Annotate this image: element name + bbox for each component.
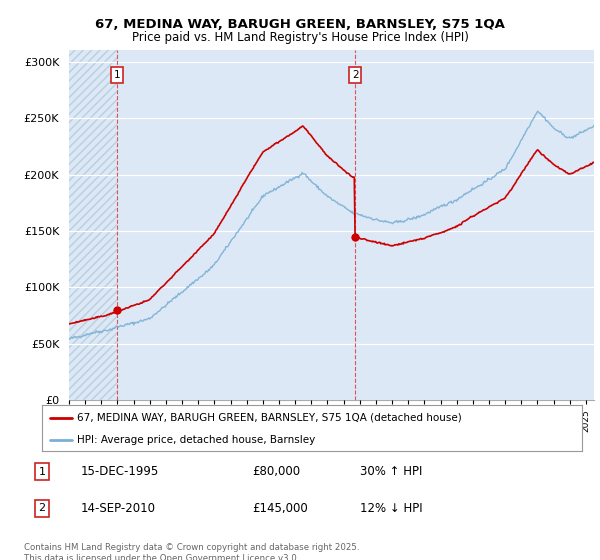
Text: 2: 2 [38,503,46,514]
Text: 2: 2 [352,70,358,80]
Text: 67, MEDINA WAY, BARUGH GREEN, BARNSLEY, S75 1QA (detached house): 67, MEDINA WAY, BARUGH GREEN, BARNSLEY, … [77,413,462,423]
Text: 14-SEP-2010: 14-SEP-2010 [81,502,156,515]
Text: 30% ↑ HPI: 30% ↑ HPI [360,465,422,478]
Text: 15-DEC-1995: 15-DEC-1995 [81,465,159,478]
Text: 1: 1 [113,70,120,80]
Text: £145,000: £145,000 [252,502,308,515]
Text: Price paid vs. HM Land Registry's House Price Index (HPI): Price paid vs. HM Land Registry's House … [131,31,469,44]
Text: £80,000: £80,000 [252,465,300,478]
Bar [69,50,117,400]
Text: HPI: Average price, detached house, Barnsley: HPI: Average price, detached house, Barn… [77,435,316,445]
Text: Contains HM Land Registry data © Crown copyright and database right 2025.
This d: Contains HM Land Registry data © Crown c… [24,543,359,560]
Text: 67, MEDINA WAY, BARUGH GREEN, BARNSLEY, S75 1QA: 67, MEDINA WAY, BARUGH GREEN, BARNSLEY, … [95,18,505,31]
Text: 1: 1 [38,466,46,477]
Text: 12% ↓ HPI: 12% ↓ HPI [360,502,422,515]
